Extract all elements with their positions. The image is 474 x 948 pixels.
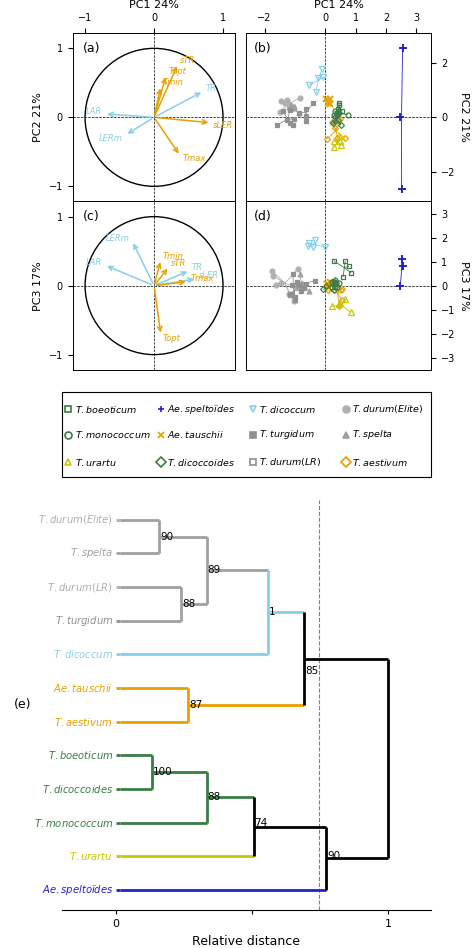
Text: $\it{T. urartu}$: $\it{T. urartu}$ [74, 457, 116, 467]
Text: LAR: LAR [86, 258, 102, 266]
Y-axis label: PC2 21%: PC2 21% [33, 92, 43, 142]
Text: $\it{T. turgidum}$: $\it{T. turgidum}$ [259, 428, 315, 441]
Text: sTR: sTR [180, 56, 196, 65]
Text: $\it{Ae. speltoïdes}$: $\it{Ae. speltoïdes}$ [167, 403, 235, 415]
Text: 90: 90 [160, 532, 173, 541]
Text: LAR: LAR [86, 106, 102, 116]
Text: (d): (d) [254, 210, 272, 223]
Text: $\it{T. aestivum}$: $\it{T. aestivum}$ [352, 457, 408, 467]
Text: sTR: sTR [171, 259, 187, 268]
X-axis label: Relative distance: Relative distance [192, 935, 301, 948]
Text: $\it{Ae. tauschii}$: $\it{Ae. tauschii}$ [54, 682, 113, 694]
Text: 87: 87 [189, 700, 202, 710]
Y-axis label: PC3 17%: PC3 17% [33, 261, 43, 311]
Text: $\it{T. durum (Elite)}$: $\it{T. durum (Elite)}$ [38, 513, 113, 526]
Text: Tmin: Tmin [163, 252, 184, 261]
Text: Topt: Topt [169, 67, 186, 76]
Text: 1: 1 [269, 608, 275, 617]
Text: 90: 90 [327, 851, 340, 861]
Text: 74: 74 [255, 817, 268, 828]
Text: $\it{T. dicoccoides}$: $\it{T. dicoccoides}$ [167, 457, 235, 467]
Y-axis label: PC3 17%: PC3 17% [459, 261, 469, 311]
Text: Tmin: Tmin [163, 79, 184, 87]
Text: 88: 88 [182, 599, 195, 609]
Text: $\it{T. aestivum}$: $\it{T. aestivum}$ [55, 716, 113, 728]
Text: (e): (e) [14, 699, 31, 711]
Text: $\it{T. urartu}$: $\it{T. urartu}$ [69, 850, 113, 863]
Text: $\it{T. monococcum}$: $\it{T. monococcum}$ [74, 429, 150, 440]
Text: 100: 100 [153, 767, 173, 777]
Text: $\it{T. boeoticum}$: $\it{T. boeoticum}$ [74, 404, 137, 414]
Text: (c): (c) [82, 210, 99, 223]
Text: $\it{T. dicoccoides}$: $\it{T. dicoccoides}$ [42, 783, 113, 795]
Text: $\it{Ae. speltoïdes}$: $\it{Ae. speltoïdes}$ [42, 883, 113, 897]
Text: sLER: sLER [213, 121, 234, 130]
Text: $\it{T. spelta}$: $\it{T. spelta}$ [70, 546, 113, 560]
Text: $\it{Ae. tauschii}$: $\it{Ae. tauschii}$ [167, 429, 224, 440]
Text: (b): (b) [254, 42, 272, 55]
Text: LERm: LERm [106, 233, 130, 243]
Text: $\it{T. turgidum}$: $\it{T. turgidum}$ [55, 613, 113, 628]
Text: $\it{T. spelta}$: $\it{T. spelta}$ [352, 428, 393, 441]
Text: sLER: sLER [199, 271, 219, 281]
Text: 85: 85 [305, 666, 319, 676]
Y-axis label: PC2 21%: PC2 21% [459, 92, 469, 142]
Text: Topt: Topt [163, 334, 181, 342]
Text: $\it{T. durum (LR)}$: $\it{T. durum (LR)}$ [47, 580, 113, 593]
Text: $\it{T. boeoticum}$: $\it{T. boeoticum}$ [47, 749, 113, 761]
Text: $\it{T. durum (Elite)}$: $\it{T. durum (Elite)}$ [352, 403, 423, 415]
Text: 88: 88 [207, 793, 220, 802]
Text: $\it{T. dicoccum}$: $\it{T. dicoccum}$ [259, 404, 317, 414]
Text: $\it{T. dicoccum}$: $\it{T. dicoccum}$ [53, 648, 113, 661]
Text: 89: 89 [207, 565, 220, 575]
X-axis label: PC1 24%: PC1 24% [129, 0, 179, 9]
Text: LERm: LERm [99, 134, 123, 142]
Text: Tmax: Tmax [191, 274, 214, 283]
Text: $\it{T. monococcum}$: $\it{T. monococcum}$ [34, 816, 113, 829]
X-axis label: PC1 24%: PC1 24% [314, 0, 364, 9]
Text: $\it{T. durum (LR)}$: $\it{T. durum (LR)}$ [259, 456, 322, 468]
Text: Tmax: Tmax [182, 155, 206, 163]
Text: (a): (a) [82, 42, 100, 55]
Text: TR: TR [192, 264, 203, 272]
Text: TR: TR [206, 83, 217, 93]
